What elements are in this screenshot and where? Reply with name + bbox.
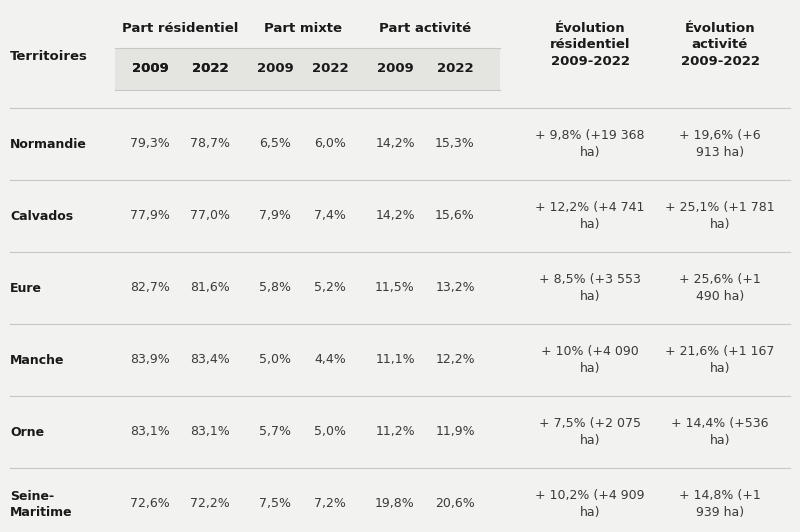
Text: Normandie: Normandie [10, 137, 87, 151]
Text: 15,3%: 15,3% [435, 137, 475, 151]
Text: 83,4%: 83,4% [190, 353, 230, 367]
Text: Part mixte: Part mixte [263, 22, 342, 35]
Text: 7,2%: 7,2% [314, 497, 346, 511]
Text: Calvados: Calvados [10, 210, 73, 222]
Text: + 14,4% (+536
ha): + 14,4% (+536 ha) [671, 417, 769, 447]
Text: Part résidentiel: Part résidentiel [122, 22, 238, 35]
Text: 2009: 2009 [257, 62, 294, 76]
Text: 5,0%: 5,0% [259, 353, 291, 367]
Text: 83,1%: 83,1% [130, 426, 170, 438]
Text: Évolution
activité
2009-2022: Évolution activité 2009-2022 [681, 22, 759, 68]
Text: 5,2%: 5,2% [314, 281, 346, 295]
Text: 72,6%: 72,6% [130, 497, 170, 511]
Text: 79,3%: 79,3% [130, 137, 170, 151]
Text: 83,1%: 83,1% [190, 426, 230, 438]
Text: 11,1%: 11,1% [375, 353, 415, 367]
Text: 7,4%: 7,4% [314, 210, 346, 222]
Text: 82,7%: 82,7% [130, 281, 170, 295]
Text: + 8,5% (+3 553
ha): + 8,5% (+3 553 ha) [539, 273, 641, 303]
Text: 2009: 2009 [132, 62, 168, 76]
Text: + 10% (+4 090
ha): + 10% (+4 090 ha) [541, 345, 639, 375]
Text: 2009: 2009 [132, 62, 168, 76]
Text: 4,4%: 4,4% [314, 353, 346, 367]
Text: + 25,6% (+1
490 ha): + 25,6% (+1 490 ha) [679, 273, 761, 303]
Text: 2009: 2009 [377, 62, 414, 76]
Text: 77,9%: 77,9% [130, 210, 170, 222]
Text: 2022: 2022 [437, 62, 474, 76]
Text: + 19,6% (+6
913 ha): + 19,6% (+6 913 ha) [679, 129, 761, 159]
Text: 11,9%: 11,9% [435, 426, 475, 438]
Text: + 21,6% (+1 167
ha): + 21,6% (+1 167 ha) [666, 345, 774, 375]
Text: Eure: Eure [10, 281, 42, 295]
Text: + 14,8% (+1
939 ha): + 14,8% (+1 939 ha) [679, 489, 761, 519]
Text: 7,5%: 7,5% [259, 497, 291, 511]
Text: 12,2%: 12,2% [435, 353, 475, 367]
Text: 13,2%: 13,2% [435, 281, 475, 295]
Text: 5,8%: 5,8% [259, 281, 291, 295]
Bar [115, 48, 500, 90]
Text: + 7,5% (+2 075
ha): + 7,5% (+2 075 ha) [539, 417, 641, 447]
Text: 2022: 2022 [192, 62, 228, 76]
Text: Seine-
Maritime: Seine- Maritime [10, 489, 73, 519]
Text: 2022: 2022 [192, 62, 228, 76]
Text: + 25,1% (+1 781
ha): + 25,1% (+1 781 ha) [665, 201, 775, 231]
Text: 81,6%: 81,6% [190, 281, 230, 295]
Text: 11,2%: 11,2% [375, 426, 415, 438]
Text: Manche: Manche [10, 353, 65, 367]
Text: 19,8%: 19,8% [375, 497, 415, 511]
Text: 2022: 2022 [312, 62, 348, 76]
Text: 11,5%: 11,5% [375, 281, 415, 295]
Text: Part activité: Part activité [379, 22, 471, 35]
Text: 14,2%: 14,2% [375, 137, 415, 151]
Text: 5,0%: 5,0% [314, 426, 346, 438]
Text: 15,6%: 15,6% [435, 210, 475, 222]
Text: Territoires: Territoires [10, 49, 88, 62]
Text: 14,2%: 14,2% [375, 210, 415, 222]
Text: 78,7%: 78,7% [190, 137, 230, 151]
Text: 6,0%: 6,0% [314, 137, 346, 151]
Text: + 10,2% (+4 909
ha): + 10,2% (+4 909 ha) [535, 489, 645, 519]
Text: 77,0%: 77,0% [190, 210, 230, 222]
Text: 6,5%: 6,5% [259, 137, 291, 151]
Text: 20,6%: 20,6% [435, 497, 475, 511]
Text: + 12,2% (+4 741
ha): + 12,2% (+4 741 ha) [535, 201, 645, 231]
Text: Évolution
résidentiel
2009-2022: Évolution résidentiel 2009-2022 [550, 22, 630, 68]
Text: + 9,8% (+19 368
ha): + 9,8% (+19 368 ha) [535, 129, 645, 159]
Text: 7,9%: 7,9% [259, 210, 291, 222]
Text: 72,2%: 72,2% [190, 497, 230, 511]
Text: Orne: Orne [10, 426, 44, 438]
Text: 5,7%: 5,7% [259, 426, 291, 438]
Text: 83,9%: 83,9% [130, 353, 170, 367]
